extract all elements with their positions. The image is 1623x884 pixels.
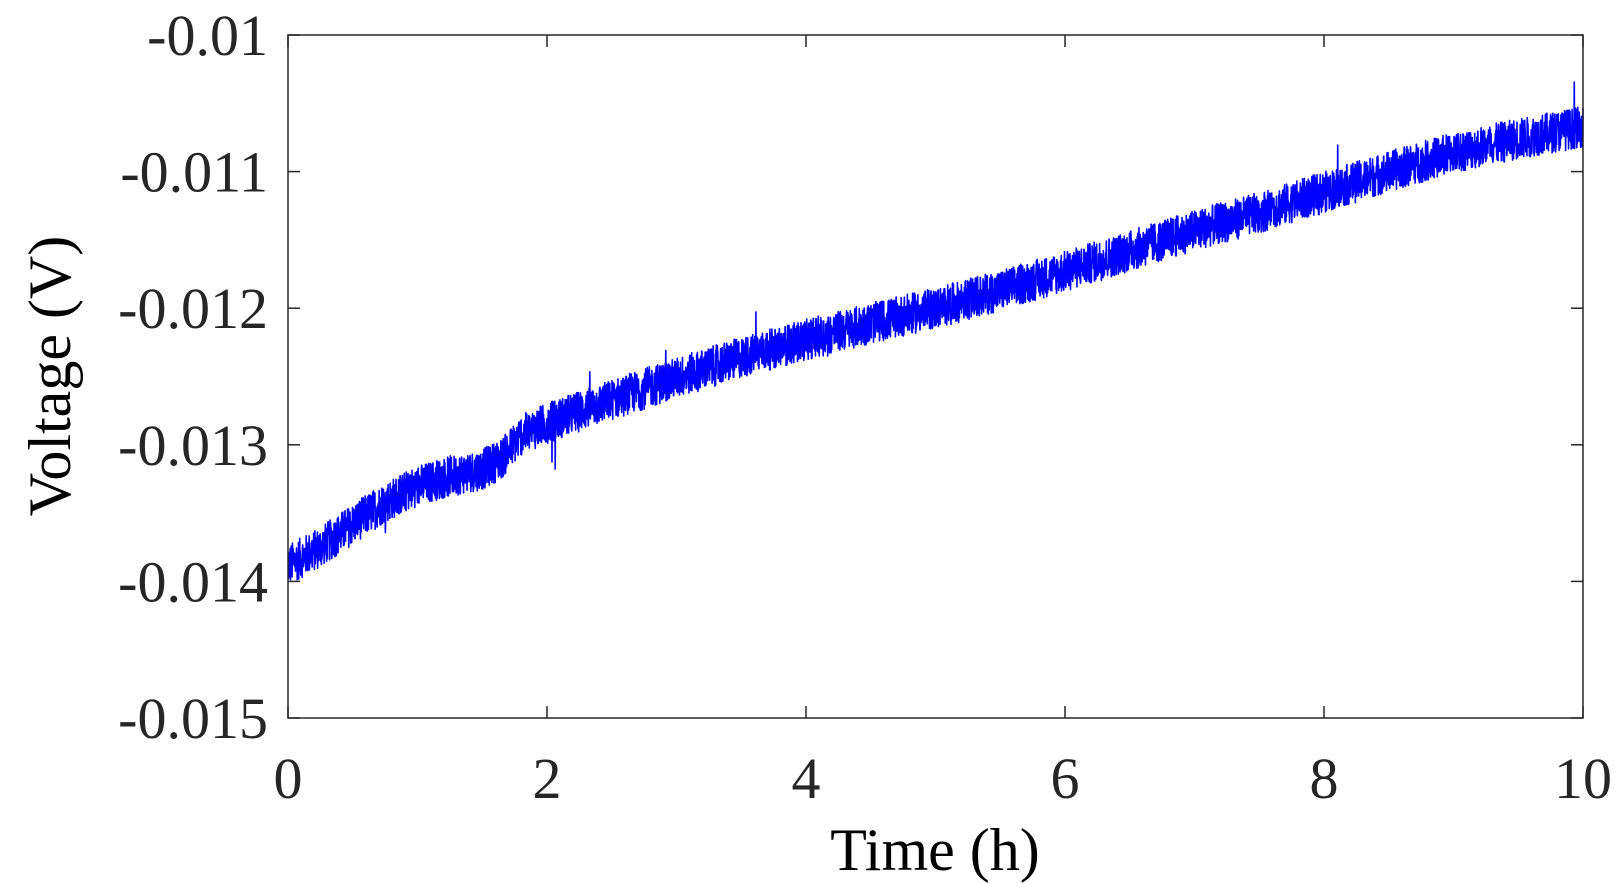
tick-layer: 0 2 4 6 8 10 -0.015 -0.014 -0.013 -0.012 -0.011 -0.… [118,3,1612,811]
y-tick-label: -0.012 [118,276,268,341]
series-layer [287,81,1584,581]
plot-area-frame [287,34,1584,719]
y-tick-label: -0.014 [118,549,268,614]
series-line [287,81,1584,581]
x-tick-label: 8 [1310,746,1339,811]
x-tick-label: 0 [274,746,303,811]
y-tick-label: -0.015 [118,686,268,751]
x-tick-label: 6 [1051,746,1080,811]
x-tick-label: 10 [1554,746,1612,811]
y-tick-label: -0.013 [118,413,268,478]
y-axis-title: Voltage (V) [17,236,83,517]
x-tick-label: 2 [533,746,562,811]
y-tick-label: -0.011 [120,140,268,205]
y-tick-label: -0.01 [147,3,268,68]
x-tick-label: 4 [792,746,821,811]
x-axis-title: Time (h) [830,817,1039,883]
